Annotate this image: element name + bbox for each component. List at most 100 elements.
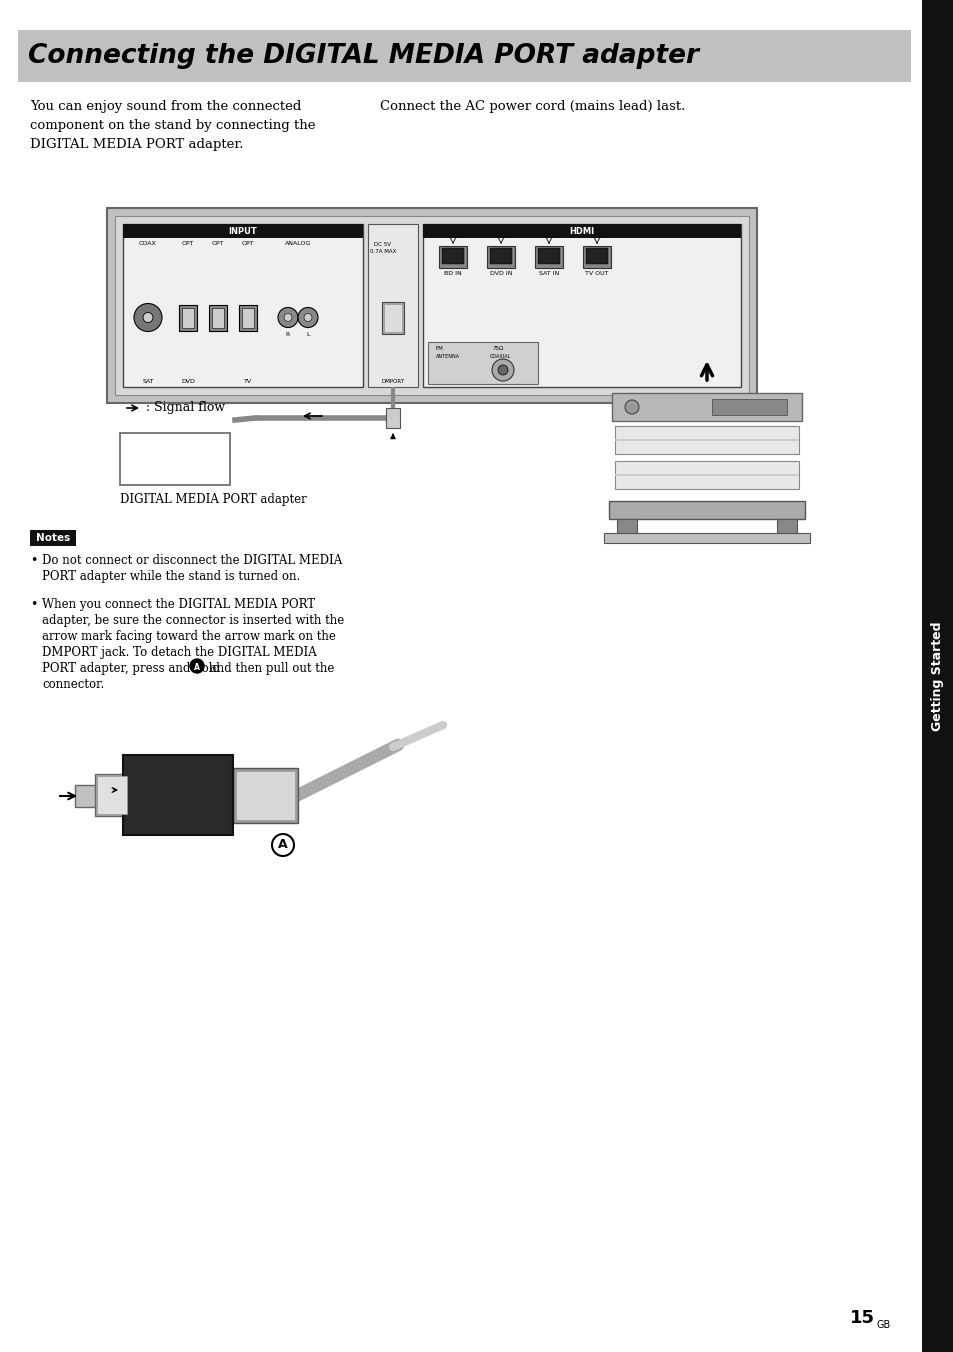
- Text: : Signal flow: : Signal flow: [146, 402, 225, 415]
- Bar: [422, 224, 740, 238]
- Bar: [233, 768, 297, 822]
- Circle shape: [272, 834, 294, 856]
- Bar: [235, 771, 294, 819]
- Bar: [123, 224, 363, 238]
- Text: PORT adapter while the stand is turned on.: PORT adapter while the stand is turned o…: [42, 571, 300, 583]
- Bar: [615, 426, 799, 454]
- Bar: [381, 301, 403, 334]
- Bar: [617, 519, 637, 533]
- Text: COAXIAL: COAXIAL: [490, 354, 511, 360]
- Text: TV OUT: TV OUT: [584, 270, 608, 276]
- Bar: [615, 461, 799, 489]
- Bar: [209, 304, 227, 330]
- Bar: [608, 502, 804, 519]
- Text: GB: GB: [876, 1320, 890, 1330]
- Bar: [711, 399, 786, 415]
- Text: You can enjoy sound from the connected
component on the stand by connecting the
: You can enjoy sound from the connected c…: [30, 100, 315, 151]
- Bar: [535, 246, 562, 268]
- Bar: [384, 303, 401, 331]
- Text: PORT adapter, press and hold: PORT adapter, press and hold: [42, 662, 220, 675]
- Bar: [97, 776, 127, 814]
- Bar: [582, 246, 610, 268]
- Bar: [368, 224, 417, 387]
- Text: adapter, be sure the connector is inserted with the: adapter, be sure the connector is insert…: [42, 614, 344, 627]
- Text: INPUT: INPUT: [229, 227, 257, 235]
- Text: DC 5V: DC 5V: [375, 242, 391, 247]
- Text: Connect the AC power cord (mains lead) last.: Connect the AC power cord (mains lead) l…: [379, 100, 684, 114]
- Text: DMPORT jack. To detach the DIGITAL MEDIA: DMPORT jack. To detach the DIGITAL MEDIA: [42, 646, 316, 658]
- Text: DIGITAL MEDIA PORT adapter: DIGITAL MEDIA PORT adapter: [120, 493, 307, 506]
- Bar: [438, 246, 467, 268]
- Text: HDMI: HDMI: [569, 227, 594, 235]
- Circle shape: [284, 314, 292, 322]
- Bar: [115, 216, 748, 395]
- Text: DVD: DVD: [181, 379, 194, 384]
- Circle shape: [497, 365, 507, 375]
- Bar: [239, 304, 256, 330]
- Bar: [441, 247, 463, 264]
- Bar: [30, 530, 76, 546]
- Text: BD IN: BD IN: [444, 270, 461, 276]
- Bar: [537, 247, 559, 264]
- Text: •: •: [30, 598, 37, 611]
- Circle shape: [297, 307, 317, 327]
- Text: ANTENNA: ANTENNA: [436, 354, 459, 360]
- Text: FM: FM: [436, 346, 443, 352]
- Circle shape: [133, 303, 162, 331]
- Bar: [212, 307, 224, 327]
- Text: Connecting the DIGITAL MEDIA PORT adapter: Connecting the DIGITAL MEDIA PORT adapte…: [28, 43, 699, 69]
- Bar: [490, 247, 512, 264]
- Bar: [107, 208, 757, 403]
- Bar: [428, 342, 537, 384]
- Bar: [603, 533, 809, 544]
- Bar: [75, 786, 125, 807]
- Text: COAX: COAX: [139, 241, 156, 246]
- Bar: [422, 224, 740, 387]
- Bar: [123, 754, 233, 836]
- Text: R: R: [286, 331, 290, 337]
- Text: Do not connect or disconnect the DIGITAL MEDIA: Do not connect or disconnect the DIGITAL…: [42, 554, 342, 566]
- Text: When you connect the DIGITAL MEDIA PORT: When you connect the DIGITAL MEDIA PORT: [42, 598, 314, 611]
- Bar: [182, 307, 193, 327]
- Text: L: L: [306, 331, 310, 337]
- Text: OPT: OPT: [212, 241, 224, 246]
- Circle shape: [143, 312, 152, 323]
- Text: OPT: OPT: [182, 241, 194, 246]
- Circle shape: [277, 307, 297, 327]
- Bar: [120, 433, 230, 485]
- Bar: [179, 304, 196, 330]
- Bar: [776, 519, 796, 533]
- Bar: [612, 393, 801, 420]
- Text: 75Ω: 75Ω: [493, 346, 503, 352]
- Bar: [123, 224, 363, 387]
- Text: DMPORT: DMPORT: [381, 379, 404, 384]
- Bar: [615, 475, 799, 476]
- Circle shape: [624, 400, 639, 414]
- Bar: [486, 246, 515, 268]
- Bar: [18, 30, 910, 82]
- Text: •: •: [30, 554, 37, 566]
- Circle shape: [492, 360, 514, 381]
- Text: TV: TV: [244, 379, 252, 384]
- Bar: [921, 0, 953, 1352]
- Circle shape: [304, 314, 312, 322]
- Text: DVD IN: DVD IN: [489, 270, 512, 276]
- Text: and then pull out the: and then pull out the: [206, 662, 334, 675]
- Bar: [585, 247, 607, 264]
- Text: SAT IN: SAT IN: [538, 270, 558, 276]
- Text: SAT: SAT: [142, 379, 153, 384]
- Text: Getting Started: Getting Started: [930, 622, 943, 730]
- Text: Notes: Notes: [36, 533, 71, 544]
- Text: connector.: connector.: [42, 677, 104, 691]
- Bar: [242, 307, 253, 327]
- Text: 0.7A MAX: 0.7A MAX: [370, 249, 395, 254]
- Text: OPT: OPT: [241, 241, 254, 246]
- Text: A: A: [193, 662, 200, 672]
- Bar: [95, 773, 128, 817]
- Text: arrow mark facing toward the arrow mark on the: arrow mark facing toward the arrow mark …: [42, 630, 335, 644]
- Text: A: A: [278, 838, 288, 852]
- Bar: [615, 439, 799, 441]
- Text: 15: 15: [849, 1309, 874, 1328]
- Circle shape: [190, 658, 204, 673]
- Bar: [386, 408, 399, 429]
